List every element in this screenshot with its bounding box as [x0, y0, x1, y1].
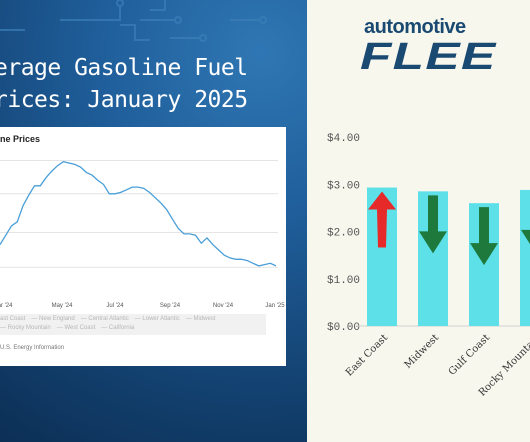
inset-chart-title: ne Prices: [0, 134, 41, 144]
y-tick-label: $2.00: [327, 228, 360, 240]
trend-down-arrow-icon: [470, 207, 498, 266]
inset-legend-item[interactable]: — Midwest: [185, 316, 216, 322]
y-tick-label: $0.00: [327, 322, 360, 334]
y-tick-label: $4.00: [327, 133, 360, 145]
brand-wordmark-top: automotive: [364, 16, 466, 38]
x-tick-label: Gulf Coast: [447, 332, 492, 377]
x-tick-label: East Coast: [344, 332, 390, 378]
inset-chart-panel: ne Prices ar '24 May '24 Jul '24 Sep '24 Nov…: [0, 127, 286, 366]
inset-series-line: [0, 161, 277, 267]
trend-down-arrow-icon: [521, 193, 530, 245]
brand-wordmark-bottom: FLEE: [360, 36, 497, 78]
y-tick-label: $1.00: [327, 275, 360, 287]
y-tick-label: $3.00: [327, 180, 360, 192]
circuit-decoration: [0, 0, 267, 42]
headline: erage Gasoline Fuel rices: January 2025: [0, 52, 307, 116]
left-panel: erage Gasoline Fuel rices: January 2025 …: [0, 0, 307, 442]
bar-rocky-mountain: [520, 189, 530, 326]
trend-up-arrow-icon: [368, 191, 396, 248]
inset-x-tick-label: May '24: [52, 303, 73, 309]
inset-legend-item[interactable]: ast Coast: [0, 316, 26, 322]
inset-legend-item[interactable]: — Rocky Mountain: [0, 325, 51, 331]
inset-x-tick-label: Jul '24: [106, 303, 124, 309]
inset-legend-item[interactable]: — New England: [31, 316, 75, 322]
inset-source: U.S. Energy Information: [0, 345, 65, 351]
inset-x-tick-label: Nov '24: [213, 303, 234, 309]
inset-x-tick-label: Sep '24: [160, 303, 181, 309]
inset-legend-item[interactable]: — California: [101, 325, 135, 331]
inset-legend-item[interactable]: — Central Atlantic: [80, 316, 129, 322]
inset-x-tick-label: ar '24: [0, 303, 13, 309]
inset-line-chart: ar '24 May '24 Jul '24 Sep '24 Nov '24 Jan '2…: [0, 159, 285, 309]
inset-legend-item[interactable]: — Lower Atlantic: [134, 316, 180, 322]
x-tick-label: Midwest: [403, 332, 442, 371]
trend-down-arrow-icon: [419, 195, 447, 254]
headline-line-1: erage Gasoline Fuel: [0, 55, 248, 81]
inset-legend: ast Coast — New England — Central Atlantic…: [0, 314, 266, 335]
inset-legend-item[interactable]: — West Coast: [56, 325, 96, 331]
headline-line-2: rices: January 2025: [0, 87, 248, 113]
inset-x-tick-label: Jan '25: [265, 303, 285, 309]
